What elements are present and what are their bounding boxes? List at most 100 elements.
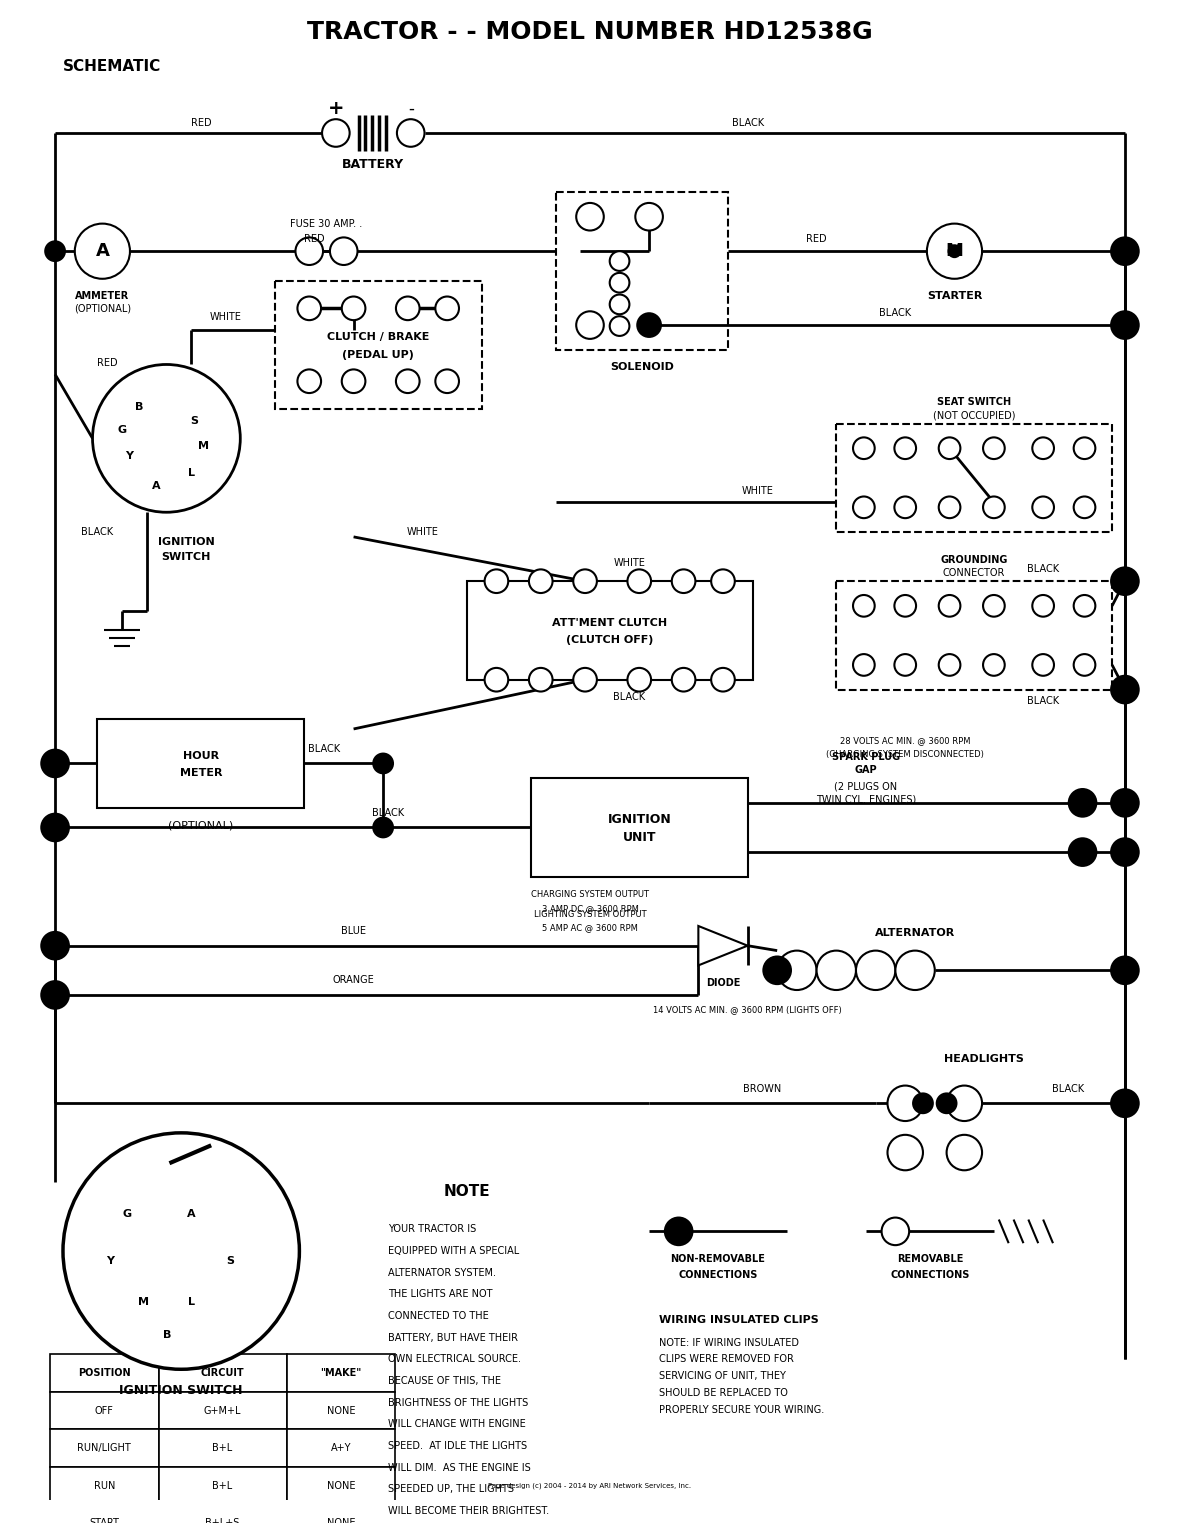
Bar (158, 1354, 287, 1392)
Circle shape (342, 297, 366, 320)
Text: STARTER: STARTER (926, 291, 982, 300)
Text: B+L+S: B+L+S (205, 1518, 240, 1523)
Text: CLIPS WERE REMOVED FOR: CLIPS WERE REMOVED FOR (658, 1354, 794, 1365)
Text: RUN/LIGHT: RUN/LIGHT (78, 1444, 131, 1453)
Text: (OPTIONAL): (OPTIONAL) (74, 303, 131, 314)
Circle shape (1032, 496, 1054, 518)
Circle shape (1112, 1089, 1139, 1116)
Circle shape (983, 653, 1004, 676)
Circle shape (637, 314, 661, 337)
Circle shape (628, 570, 651, 592)
Circle shape (856, 950, 896, 990)
Circle shape (45, 818, 65, 838)
Circle shape (894, 496, 916, 518)
Text: SHOULD BE REPLACED TO: SHOULD BE REPLACED TO (658, 1387, 788, 1398)
Text: RUN: RUN (93, 1480, 114, 1491)
Text: SPARK PLUG: SPARK PLUG (832, 751, 900, 762)
Circle shape (927, 224, 982, 279)
Circle shape (946, 1135, 982, 1170)
Text: 14 VOLTS AC MIN. @ 3600 RPM (LIGHTS OFF): 14 VOLTS AC MIN. @ 3600 RPM (LIGHTS OFF) (654, 1005, 843, 1014)
Circle shape (817, 950, 856, 990)
Text: A+Y: A+Y (330, 1444, 350, 1453)
Circle shape (887, 1086, 923, 1121)
Circle shape (1115, 679, 1135, 699)
Text: REMOVABLE: REMOVABLE (897, 1253, 963, 1264)
Bar (287, 1467, 395, 1505)
Bar (837, 582, 1112, 690)
Circle shape (297, 370, 321, 393)
Circle shape (1112, 238, 1139, 265)
Circle shape (1074, 437, 1095, 458)
Text: A: A (186, 1209, 196, 1218)
Text: A: A (152, 481, 160, 490)
Circle shape (74, 224, 130, 279)
Circle shape (983, 595, 1004, 617)
Circle shape (763, 956, 791, 984)
Circle shape (529, 570, 552, 592)
Text: CIRCUIT: CIRCUIT (201, 1368, 244, 1378)
Text: FUSE 30 AMP. .: FUSE 30 AMP. . (290, 219, 362, 228)
Circle shape (610, 273, 629, 292)
Circle shape (41, 749, 68, 777)
Text: WHITE: WHITE (741, 486, 773, 495)
Circle shape (45, 985, 65, 1005)
Circle shape (894, 595, 916, 617)
Text: DIODE: DIODE (706, 978, 740, 988)
Text: M: M (138, 1298, 149, 1307)
Text: BLACK: BLACK (1051, 1083, 1084, 1094)
Circle shape (610, 317, 629, 337)
Text: (2 PLUGS ON: (2 PLUGS ON (834, 781, 897, 790)
Circle shape (373, 818, 393, 838)
Text: BROWN: BROWN (743, 1083, 781, 1094)
Circle shape (576, 311, 604, 340)
Bar (98, 719, 304, 807)
Text: GROUNDING: GROUNDING (940, 554, 1008, 565)
Circle shape (853, 437, 874, 458)
Bar (275, 280, 481, 408)
Bar (130, 1293, 158, 1313)
Circle shape (322, 119, 349, 146)
Text: YOUR TRACTOR IS: YOUR TRACTOR IS (388, 1224, 477, 1234)
Text: PROPERLY SECURE YOUR WIRING.: PROPERLY SECURE YOUR WIRING. (658, 1404, 824, 1415)
Circle shape (939, 496, 961, 518)
Bar (217, 1250, 244, 1270)
Text: 28 VOLTS AC MIN. @ 3600 RPM: 28 VOLTS AC MIN. @ 3600 RPM (840, 736, 970, 745)
Circle shape (946, 1086, 982, 1121)
Text: B+L: B+L (212, 1480, 232, 1491)
Bar (158, 1430, 287, 1467)
Text: BLACK: BLACK (1027, 696, 1060, 707)
Text: Y: Y (125, 451, 133, 461)
Circle shape (913, 1094, 933, 1113)
Text: L: L (188, 1298, 195, 1307)
Bar (556, 192, 728, 350)
Text: WILL DIM.  AS THE ENGINE IS: WILL DIM. AS THE ENGINE IS (388, 1462, 531, 1473)
Text: HOUR: HOUR (183, 751, 219, 760)
Circle shape (1032, 653, 1054, 676)
Circle shape (485, 570, 509, 592)
Text: EQUIPPED WITH A SPECIAL: EQUIPPED WITH A SPECIAL (388, 1246, 519, 1256)
Text: S: S (190, 416, 198, 425)
Circle shape (297, 297, 321, 320)
Circle shape (881, 1217, 909, 1246)
Circle shape (573, 669, 597, 691)
Circle shape (853, 595, 874, 617)
Circle shape (92, 364, 241, 512)
Circle shape (1069, 789, 1096, 816)
Bar (51, 1354, 158, 1392)
Circle shape (41, 932, 68, 959)
Circle shape (610, 294, 629, 314)
Circle shape (628, 669, 651, 691)
Circle shape (939, 653, 961, 676)
Text: 3 AMP DC @ 3600 RPM: 3 AMP DC @ 3600 RPM (542, 903, 638, 912)
Text: BATTERY: BATTERY (342, 158, 405, 171)
Text: CONNECTIONS: CONNECTIONS (890, 1270, 970, 1279)
Text: LIGHTING SYSTEM OUTPUT: LIGHTING SYSTEM OUTPUT (533, 909, 647, 918)
Circle shape (894, 653, 916, 676)
Circle shape (1112, 789, 1139, 816)
Text: THE LIGHTS ARE NOT: THE LIGHTS ARE NOT (388, 1290, 492, 1299)
Bar (467, 582, 753, 679)
Text: BLACK: BLACK (308, 743, 340, 754)
Bar (287, 1430, 395, 1467)
Text: WIRING INSULATED CLIPS: WIRING INSULATED CLIPS (658, 1314, 819, 1325)
Text: UNIT: UNIT (623, 832, 656, 844)
